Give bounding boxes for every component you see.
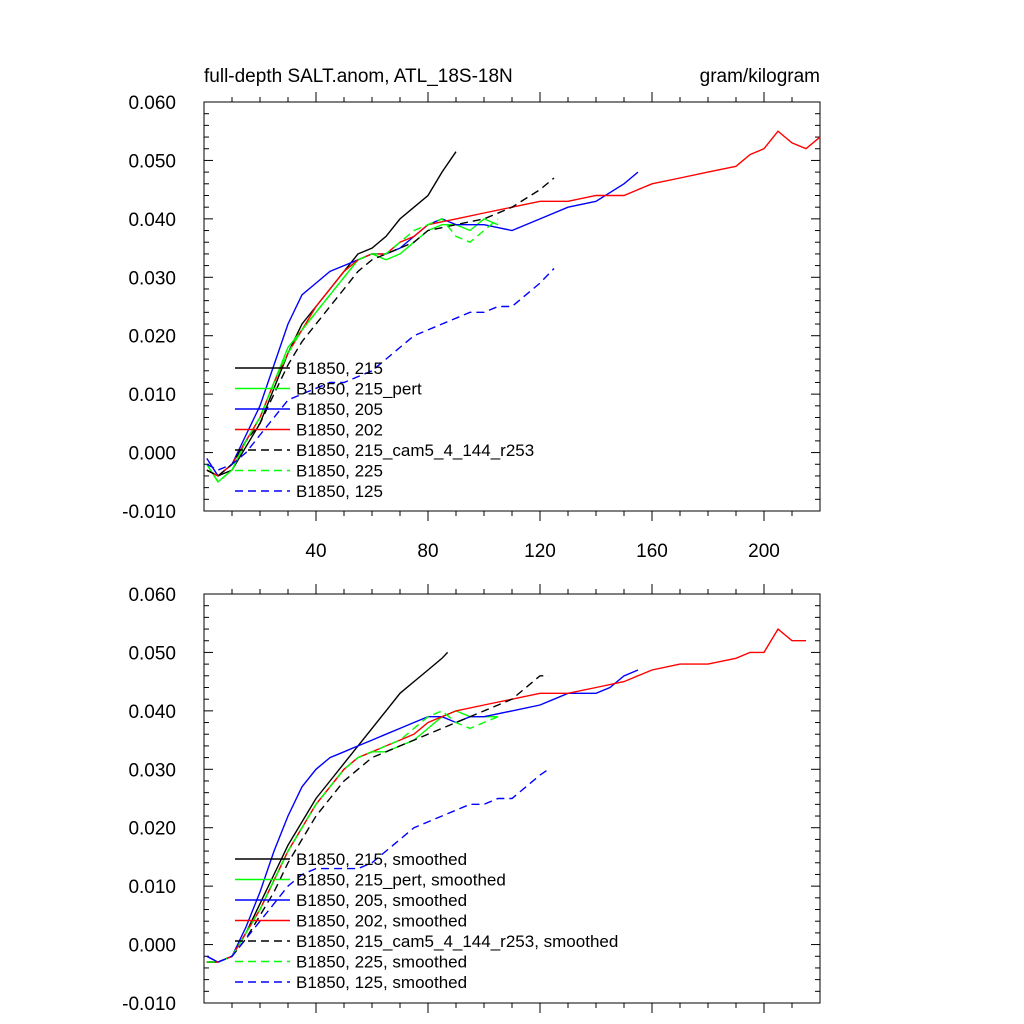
top-panel-title-left: full-depth SALT.anom, ATL_18S-18N bbox=[204, 66, 513, 87]
legend-label: B1850, 215_cam5_4_144_r253 bbox=[296, 441, 534, 460]
legend-label: B1850, 125 bbox=[296, 482, 383, 501]
y-tick-label: 0.010 bbox=[128, 877, 176, 898]
y-tick-label: 0.040 bbox=[128, 210, 176, 231]
legend-label: B1850, 215_pert bbox=[296, 380, 422, 399]
y-tick-label: 0.060 bbox=[128, 585, 176, 606]
legend-label: B1850, 225, smoothed bbox=[296, 953, 467, 972]
y-tick-label: 0.050 bbox=[128, 151, 176, 172]
bottom-panel-y-axis: -0.010 0.000 0.010 0.020 0.030 0.040 0.050 0.06… bbox=[122, 585, 820, 1015]
legend-label: B1850, 225 bbox=[296, 462, 383, 481]
y-tick-label: 0.030 bbox=[128, 268, 176, 289]
x-tick-label: 120 bbox=[524, 541, 556, 562]
legend-label: B1850, 205 bbox=[296, 400, 383, 419]
series-line bbox=[206, 669, 639, 963]
legend-label: B1850, 215 bbox=[296, 359, 383, 378]
x-tick-label: 40 bbox=[305, 541, 326, 562]
x-tick-label: 160 bbox=[636, 541, 668, 562]
bottom-panel-series bbox=[206, 628, 806, 963]
legend-label: B1850, 215, smoothed bbox=[296, 850, 467, 869]
y-tick-label: 0.000 bbox=[128, 444, 176, 465]
series-line bbox=[206, 675, 549, 963]
top-panel: full-depth SALT.anom, ATL_18S-18N gram/k… bbox=[122, 66, 821, 562]
y-tick-label: -0.010 bbox=[122, 994, 176, 1015]
y-tick-label: 0.060 bbox=[128, 93, 176, 114]
series-line bbox=[206, 177, 555, 477]
legend-label: B1850, 125, smoothed bbox=[296, 973, 467, 992]
legend-label: B1850, 205, smoothed bbox=[296, 891, 467, 910]
y-tick-label: -0.010 bbox=[122, 502, 176, 523]
legend-label: B1850, 202, smoothed bbox=[296, 912, 467, 931]
series-line bbox=[206, 268, 555, 471]
y-tick-label: 0.040 bbox=[128, 702, 176, 723]
y-tick-label: 0.030 bbox=[128, 760, 176, 781]
bottom-panel-x-axis bbox=[231, 584, 793, 1013]
x-tick-label: 200 bbox=[748, 541, 780, 562]
top-panel-title-right: gram/kilogram bbox=[700, 66, 820, 87]
top-panel-y-axis: -0.010 0.000 0.010 0.020 0.030 0.040 0.050 0.06… bbox=[122, 93, 820, 523]
legend-label: B1850, 202 bbox=[296, 421, 383, 440]
y-tick-label: 0.010 bbox=[128, 385, 176, 406]
bottom-panel: -0.010 0.000 0.010 0.020 0.030 0.040 0.050 0.06… bbox=[122, 584, 821, 1015]
top-panel-x-axis: 40 80 120 160 200 bbox=[231, 92, 793, 562]
bottom-panel-legend: B1850, 215, smoothed B1850, 215_pert, smo… bbox=[235, 850, 618, 992]
y-tick-label: 0.050 bbox=[128, 643, 176, 664]
y-tick-label: 0.000 bbox=[128, 936, 176, 957]
y-tick-label: 0.020 bbox=[128, 819, 176, 840]
legend-label: B1850, 215_pert, smoothed bbox=[296, 871, 506, 890]
series-line bbox=[206, 171, 639, 477]
legend-label: B1850, 215_cam5_4_144_r253, smoothed bbox=[296, 932, 618, 951]
y-tick-label: 0.020 bbox=[128, 327, 176, 348]
x-tick-label: 80 bbox=[417, 541, 438, 562]
